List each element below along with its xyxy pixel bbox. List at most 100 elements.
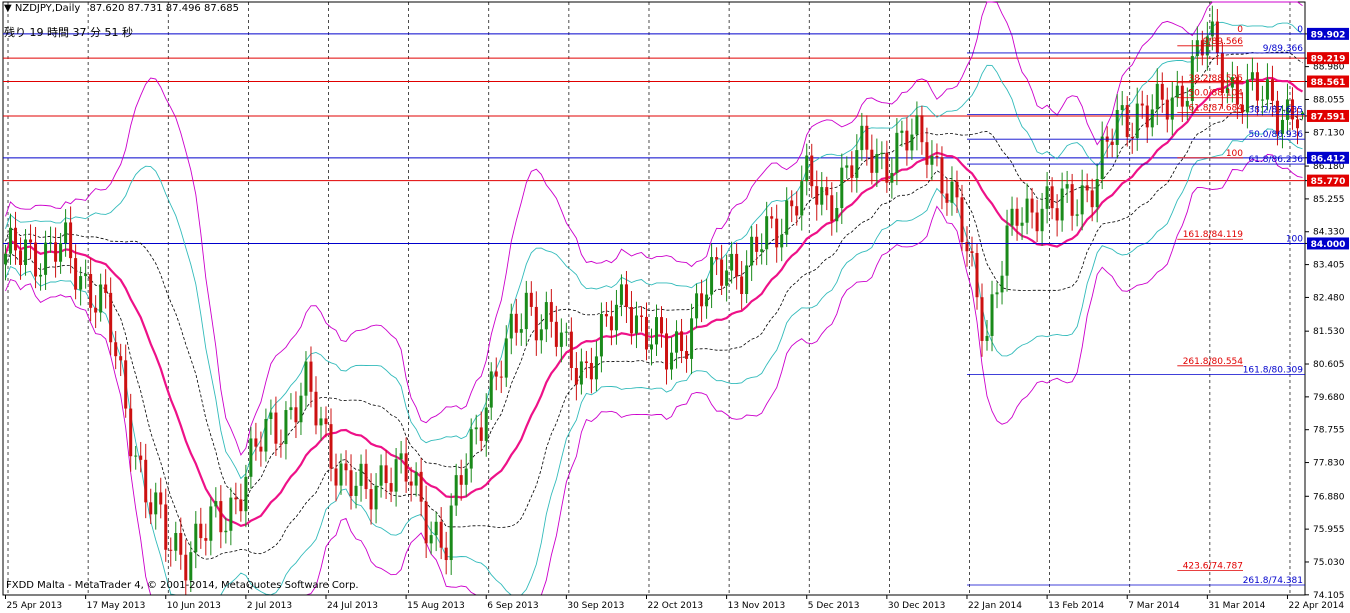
candle [785, 187, 789, 247]
candle-body [750, 236, 754, 266]
candle [1070, 173, 1074, 231]
candle [299, 382, 303, 435]
candle [945, 178, 949, 216]
candle-body [855, 150, 859, 178]
candle [960, 184, 964, 252]
candle [665, 318, 669, 385]
candle [1100, 121, 1104, 190]
date-tick-label: 30 Dec 2013 [888, 601, 946, 611]
candle-body [279, 443, 283, 445]
candle-body [554, 321, 558, 347]
candle-body [925, 142, 929, 165]
candle-body [434, 521, 438, 536]
candle [609, 300, 613, 346]
candle [574, 352, 578, 401]
candle-body [219, 501, 223, 533]
fibo-blue-label: 9/89.366 [1263, 44, 1304, 54]
candle [304, 351, 308, 409]
candle-body [29, 239, 33, 243]
price-tick-label: 86.180 [1313, 162, 1345, 172]
candle-body [985, 335, 989, 341]
candle [695, 283, 699, 329]
candle-body [359, 463, 363, 486]
candle-body [299, 395, 303, 423]
candle-body [489, 371, 493, 408]
candle-body [1220, 53, 1224, 93]
candle [399, 440, 403, 474]
candle-body [825, 187, 829, 196]
candle [539, 314, 543, 354]
candle-body [184, 554, 188, 581]
candle [584, 350, 588, 379]
candle-body [394, 459, 398, 492]
candle-body [579, 361, 583, 385]
candle [59, 232, 63, 274]
candle [54, 227, 58, 278]
candle-body [599, 314, 603, 357]
candle [890, 157, 894, 199]
price-tick-label: 77.830 [1313, 459, 1345, 469]
candle-body [705, 294, 709, 307]
price-badge-label: 88.561 [1311, 78, 1346, 88]
candle [910, 118, 914, 161]
candle [745, 250, 749, 304]
candle [1020, 207, 1024, 241]
fibo-blue-label: 61.8/86.236 [1248, 155, 1303, 165]
candle [975, 243, 979, 310]
candle [179, 517, 183, 570]
candle-body [665, 333, 669, 370]
candle [815, 170, 819, 221]
candle [760, 233, 764, 265]
price-tick-label: 83.405 [1313, 261, 1345, 271]
candle [1025, 183, 1029, 235]
date-tick-label: 2 Jul 2013 [247, 601, 292, 611]
candle-body [1000, 275, 1004, 293]
collapse-icon[interactable]: ▼ [4, 3, 12, 14]
candle [735, 242, 739, 290]
price-tick-label: 76.880 [1313, 492, 1345, 502]
candle-body [319, 418, 323, 426]
candle-body [1230, 77, 1234, 88]
candle-body [149, 502, 153, 515]
candle-body [675, 331, 679, 353]
candle [214, 487, 218, 518]
candle [1090, 178, 1094, 222]
candle-body [975, 253, 979, 298]
candle-body [204, 538, 208, 541]
candle-body [334, 468, 338, 486]
candle [204, 523, 208, 556]
candle [354, 471, 358, 509]
candle-body [820, 187, 824, 205]
candle-body [364, 463, 368, 490]
candle [89, 258, 93, 322]
candle-body [59, 243, 63, 262]
price-tick-label: 75.955 [1313, 525, 1345, 535]
candle-body [1200, 40, 1204, 56]
candle [149, 488, 153, 525]
candle [154, 482, 158, 530]
candle-body [224, 530, 228, 533]
candle [294, 391, 298, 439]
candle-body [89, 274, 93, 308]
candle [479, 411, 483, 451]
candle-body [379, 465, 383, 486]
candle-body [349, 470, 353, 496]
candle [504, 325, 508, 387]
candle [710, 243, 714, 309]
date-axis: 25 Apr 2013 17 May 2013 10 Jun 2013 2 Jul 2… [3, 594, 1344, 611]
candle [569, 317, 573, 381]
candle [379, 454, 383, 498]
candle-body [459, 475, 463, 485]
candle [805, 143, 809, 196]
candle-body [449, 505, 453, 561]
band-mid-upper [5, 21, 1303, 480]
candle [264, 408, 268, 462]
candle-body [649, 344, 653, 350]
candle-body [329, 424, 333, 469]
candle [1225, 72, 1229, 104]
candle [524, 280, 528, 345]
candle-body [860, 125, 864, 151]
candle [119, 343, 123, 377]
